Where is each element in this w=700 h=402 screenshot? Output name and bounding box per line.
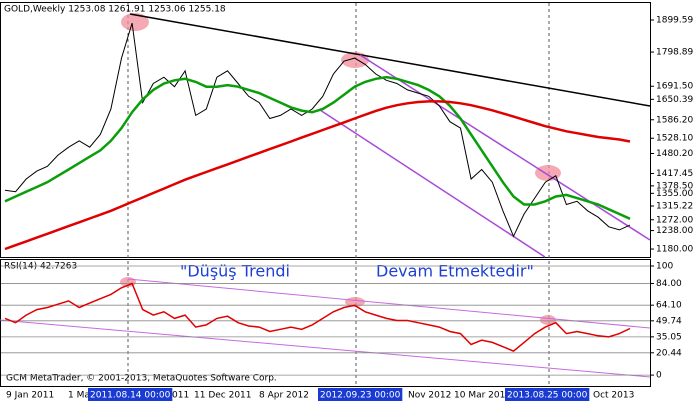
y-tick-label: 1586.20 bbox=[656, 115, 693, 125]
price-panel bbox=[0, 2, 651, 258]
x-tick-label: Oct 2013 bbox=[593, 391, 634, 401]
trend-lines bbox=[0, 13, 651, 378]
y-tick-label: 1691.50 bbox=[656, 82, 693, 92]
x-tick-label: 8 Apr 2012 bbox=[259, 391, 309, 401]
y-tick-label: 84.00 bbox=[656, 279, 682, 289]
y-tick-label: 1480.20 bbox=[656, 149, 693, 159]
y-tick-label: 100 bbox=[656, 262, 673, 272]
y-tick-label: 0 bbox=[656, 371, 662, 381]
y-tick-label: 1899.59 bbox=[656, 16, 693, 26]
y-tick-label: 1417.45 bbox=[656, 169, 693, 179]
y-tick-label: 1315.22 bbox=[656, 202, 693, 212]
footer: GCM MetaTrader, © 2001-2013, MetaQuotes … bbox=[6, 374, 277, 384]
x-label-highlight bbox=[505, 388, 590, 401]
y-tick-label: 20.44 bbox=[656, 348, 682, 358]
rsi-panel bbox=[0, 259, 651, 387]
x-label-highlight bbox=[318, 388, 403, 401]
x-tick-label: 2011.08.14 00:00 bbox=[90, 391, 171, 401]
x-tick-label: Nov 2012 bbox=[408, 391, 451, 401]
series-line bbox=[4, 22, 631, 238]
x-tick-label: 10 Mar 2013 bbox=[454, 391, 511, 401]
annotation: "Düşüş Trendi bbox=[180, 262, 290, 281]
y-tick-label: 1528.10 bbox=[656, 134, 693, 144]
series-line bbox=[4, 282, 631, 352]
chart-title: GOLD,Weekly 1253.08 1261.91 1253.06 1255… bbox=[4, 5, 226, 15]
series-line bbox=[4, 100, 631, 251]
y-tick-label: 64.10 bbox=[656, 301, 682, 311]
y-tick-label: 1378.50 bbox=[656, 181, 693, 191]
x-tick-label: 11 Dec 2011 bbox=[194, 391, 252, 401]
rsi-title: RSI(14) 42.7263 bbox=[4, 262, 77, 272]
y-tick-label: 49.74 bbox=[656, 316, 682, 326]
x-tick-label: 2013.08.25 00:00 bbox=[507, 391, 588, 401]
y-tick-label: 1272.00 bbox=[656, 215, 693, 225]
y-tick-label: 1180.00 bbox=[656, 245, 693, 255]
x-tick-label: 9 Jan 2011 bbox=[6, 391, 54, 401]
annotation: Devam Etmektedir" bbox=[376, 262, 534, 281]
x-label-highlight bbox=[88, 388, 173, 401]
y-tick-label: 1355.00 bbox=[656, 189, 693, 199]
y-tick-label: 1798.89 bbox=[656, 48, 693, 58]
series-line bbox=[4, 75, 631, 220]
x-tick-label: 011 bbox=[172, 391, 189, 401]
y-tick-label: 1238.00 bbox=[656, 226, 693, 236]
y-tick-label: 1650.39 bbox=[656, 95, 693, 105]
y-tick-label: 35.05 bbox=[656, 332, 682, 342]
x-tick-label: 2012.09.23 00:00 bbox=[320, 391, 401, 401]
x-tick-label: 1 Ma bbox=[68, 391, 90, 401]
